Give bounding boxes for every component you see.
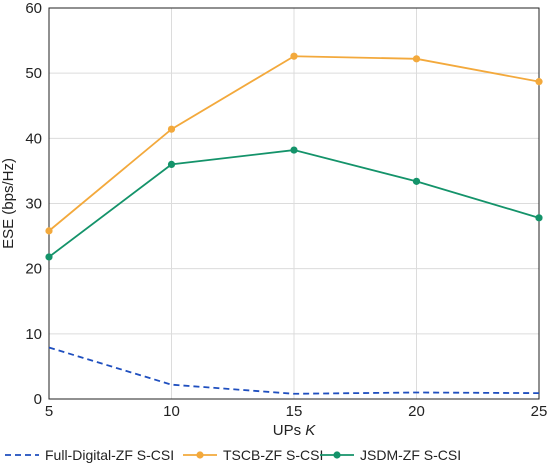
legend-marker — [196, 451, 204, 459]
x-tick-label: 15 — [286, 403, 303, 420]
data-point — [167, 160, 176, 168]
data-point — [45, 227, 53, 235]
data-point — [535, 214, 543, 222]
data-point — [535, 78, 543, 86]
legend-marker — [333, 451, 341, 459]
series-1 — [48, 346, 540, 395]
x-tick-label: 5 — [45, 403, 53, 420]
x-axis-label: UPs K — [273, 422, 317, 439]
legend-item-3: JSDM-ZF S-CSI — [320, 447, 461, 463]
series-3 — [45, 146, 543, 261]
legend-item-2: TSCB-ZF S-CSI — [183, 447, 323, 463]
data-point — [412, 55, 421, 63]
legend-label: TSCB-ZF S-CSI — [223, 447, 323, 463]
plot-frame — [48, 7, 540, 400]
legend-item-1: Full-Digital-ZF S-CSI — [5, 447, 174, 463]
y-axis-label: ESE (bps/Hz) — [0, 158, 17, 249]
y-tick-label: 0 — [34, 391, 42, 408]
axis-ticks: 0 10 20 30 40 50 60 5 10 15 20 25 — [25, 0, 547, 420]
series-group — [45, 52, 543, 395]
x-tick-label: 25 — [531, 403, 548, 420]
legend-label: Full-Digital-ZF S-CSI — [45, 447, 174, 463]
data-point — [167, 125, 176, 133]
y-tick-label: 60 — [25, 0, 42, 17]
y-tick-label: 40 — [25, 130, 42, 147]
series-2 — [45, 52, 543, 235]
series-line — [48, 346, 540, 395]
y-tick-label: 50 — [25, 65, 42, 82]
grid-lines — [48, 7, 540, 400]
x-tick-label: 20 — [408, 403, 425, 420]
y-tick-label: 30 — [25, 196, 42, 213]
data-point — [290, 146, 298, 154]
x-tick-label: 10 — [163, 403, 180, 420]
data-point — [45, 253, 53, 261]
data-point — [412, 177, 421, 185]
y-tick-label: 10 — [25, 326, 42, 343]
legend: Full-Digital-ZF S-CSI TSCB-ZF S-CSI JSDM-Z… — [5, 447, 461, 463]
y-tick-label: 20 — [25, 261, 42, 278]
legend-label: JSDM-ZF S-CSI — [360, 447, 461, 463]
data-point — [290, 52, 298, 60]
